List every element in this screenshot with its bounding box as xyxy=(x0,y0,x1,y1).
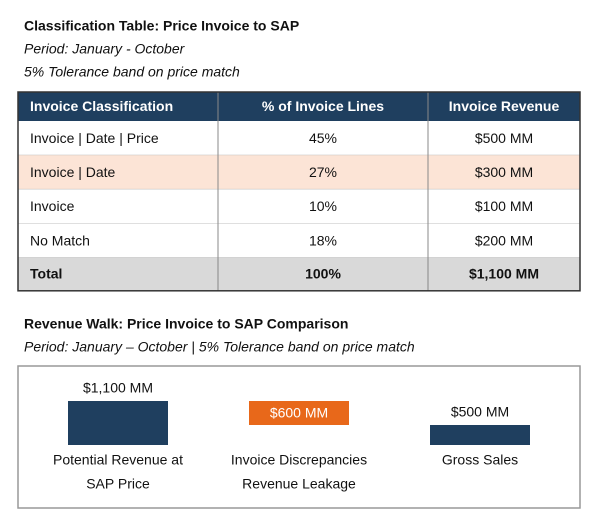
table-cell: Invoice xyxy=(30,198,75,214)
value-label: $500 MM xyxy=(451,404,509,420)
chart: $1,100 MM Potential Revenue at SAP Price $6… xyxy=(53,380,530,492)
table-cell: Invoice | Date | Price xyxy=(30,130,159,146)
table-cell: Invoice | Date xyxy=(30,164,116,180)
total-cell: Total xyxy=(30,266,62,282)
table-row xyxy=(18,121,580,156)
category-label: SAP Price xyxy=(86,476,150,492)
chart-title: Revenue Walk: Price Invoice to SAP Compa… xyxy=(24,316,348,332)
table-cell: $100 MM xyxy=(475,198,533,214)
chart-subtitle: Period: January – October | 5% Tolerance… xyxy=(24,339,415,355)
table-border xyxy=(17,91,581,292)
value-label: $1,100 MM xyxy=(83,380,153,396)
category-label: Gross Sales xyxy=(442,452,518,468)
column-header: Invoice Revenue xyxy=(449,98,560,114)
total-cell: 100% xyxy=(305,266,341,282)
chart-frame xyxy=(17,365,581,509)
table: Invoice Classification % of Invoice Lines… xyxy=(17,91,581,292)
value-label: $600 MM xyxy=(270,405,328,421)
category-label: Invoice Discrepancies xyxy=(231,452,367,468)
category-label: Revenue Leakage xyxy=(242,476,356,492)
table-cell: 10% xyxy=(309,198,337,214)
table-subtitle: 5% Tolerance band on price match xyxy=(24,64,240,80)
table-subtitle: Period: January - October xyxy=(24,41,186,57)
table-row xyxy=(18,189,580,224)
table-cell: $200 MM xyxy=(475,232,533,248)
bar xyxy=(430,425,530,445)
total-row xyxy=(18,257,580,291)
table-cell: 18% xyxy=(309,232,337,248)
column-header: Invoice Classification xyxy=(30,98,173,114)
table-row xyxy=(18,223,580,258)
table-cell: $300 MM xyxy=(475,164,533,180)
table-cell: No Match xyxy=(30,232,90,248)
header-row xyxy=(18,92,580,121)
column-header: % of Invoice Lines xyxy=(262,98,384,114)
total-cell: $1,100 MM xyxy=(469,266,539,282)
table-cell: 45% xyxy=(309,130,337,146)
table-row xyxy=(18,155,580,190)
bar xyxy=(68,401,168,445)
category-label: Potential Revenue at xyxy=(53,452,183,468)
table-title: Classification Table: Price Invoice to S… xyxy=(24,18,299,34)
bar xyxy=(249,401,349,425)
table-cell: 27% xyxy=(309,164,337,180)
table-cell: $500 MM xyxy=(475,130,533,146)
